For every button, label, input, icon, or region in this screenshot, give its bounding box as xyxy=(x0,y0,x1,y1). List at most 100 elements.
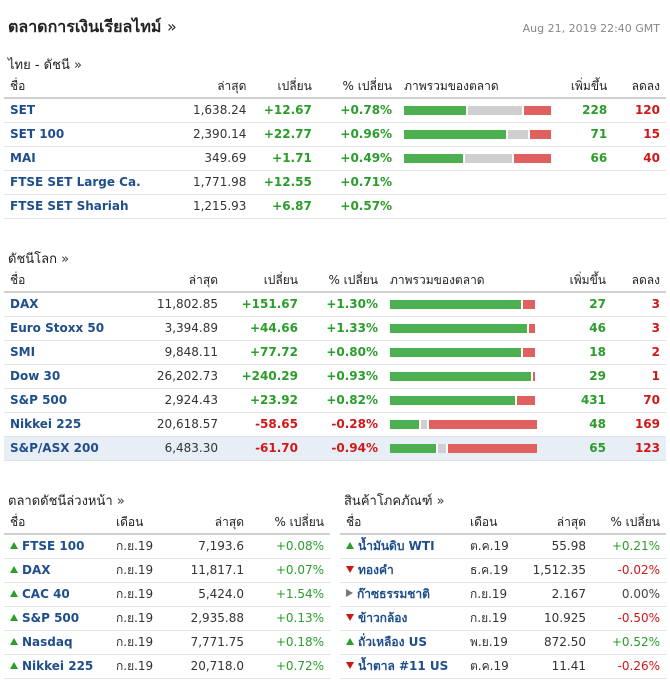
last-price: 872.50 xyxy=(522,630,592,655)
table-row[interactable]: SET 100 2,390.14 +22.77 +0.96% 71 15 xyxy=(4,122,666,147)
pct-change-value: -0.26% xyxy=(592,654,666,679)
decline-segment xyxy=(516,395,535,405)
timestamp: Aug 21, 2019 22:40 GMT xyxy=(522,22,660,35)
bar-gap xyxy=(419,419,422,429)
index-name-link[interactable]: FTSE SET Large Ca. xyxy=(4,170,147,195)
pct-change-value: -0.50% xyxy=(592,606,666,631)
table-row[interactable]: ทองคำ ธ.ค.19 1,512.35 -0.02% xyxy=(340,558,666,583)
instrument-name-link[interactable]: ข้าวกล้อง xyxy=(340,606,464,631)
unchanged-segment xyxy=(421,419,428,429)
instrument-name-link[interactable]: CAC 40 xyxy=(4,582,110,607)
col-pct-change: % เปลี่ยน xyxy=(304,270,384,293)
advances-count: 65 xyxy=(550,436,612,461)
table-row[interactable]: Nikkei 225 ก.ย.19 20,718.0 +0.72% xyxy=(4,654,330,679)
index-name-link[interactable]: Nikkei 225 xyxy=(4,412,114,437)
index-name-link[interactable]: DAX xyxy=(4,292,114,317)
change-value: +22.77 xyxy=(252,122,318,147)
instrument-name-link[interactable]: ทองคำ xyxy=(340,558,464,583)
page-title-text: ตลาดการเงินเรียลไทม์ xyxy=(8,17,162,36)
last-price: 1,215.93 xyxy=(146,194,253,219)
arrow-up-icon xyxy=(10,662,18,669)
page-title[interactable]: ตลาดการเงินเรียลไทม์ » xyxy=(8,15,177,40)
col-name: ชื่อ xyxy=(4,270,114,293)
arrow-up-icon xyxy=(10,542,18,550)
table-row[interactable]: Dow 30 26,202.73 +240.29 +0.93% 29 1 xyxy=(4,364,666,389)
index-name-link[interactable]: MAI xyxy=(4,146,147,171)
pct-change-value: +0.08% xyxy=(250,534,330,559)
instrument-name-link[interactable]: น้ำตาล #11 US xyxy=(340,654,464,679)
table-row[interactable]: FTSE SET Large Ca. 1,771.98 +12.55 +0.71% xyxy=(4,170,666,195)
table-row[interactable]: MAI 349.69 +1.71 +0.49% 66 40 xyxy=(4,146,666,171)
bar-gap xyxy=(528,129,531,139)
pct-change-value: +0.52% xyxy=(592,630,666,655)
col-last: ล่าสุด xyxy=(114,270,224,293)
index-name-link[interactable]: S&P 500 xyxy=(4,388,114,413)
table-row[interactable]: ถั่วเหลือง US พ.ย.19 872.50 +0.52% xyxy=(340,630,666,655)
table-row[interactable]: Nikkei 225 20,618.57 -58.65 -0.28% 48 169 xyxy=(4,412,666,437)
table-row[interactable]: Nasdaq ก.ย.19 7,771.75 +0.18% xyxy=(4,630,330,655)
table-row[interactable]: S&P/ASX 200 6,483.30 -61.70 -0.94% 65 123 xyxy=(4,436,666,461)
table-row[interactable]: FTSE 100 ก.ย.19 7,193.6 +0.08% xyxy=(4,534,330,559)
world-section-title[interactable]: ดัชนีโลก » xyxy=(8,248,69,269)
change-value: +6.87 xyxy=(252,194,318,219)
instrument-name-link[interactable]: ถั่วเหลือง US xyxy=(340,630,464,655)
contract-month: ก.ย.19 xyxy=(464,606,522,631)
instrument-name: น้ำตาล #11 US xyxy=(358,658,449,673)
advance-segment xyxy=(404,105,466,115)
declines-count: 1 xyxy=(612,364,666,389)
arrow-down-icon xyxy=(346,661,354,669)
table-row[interactable]: ก๊าซธรรมชาติ ก.ย.19 2.167 0.00% xyxy=(340,582,666,607)
thai-table-header: ชื่อ ล่าสุด เปลี่ยน % เปลี่ยน ภาพรวมของต… xyxy=(4,76,666,99)
arrow-right-icon xyxy=(346,589,353,597)
table-row[interactable]: SET 1,638.24 +12.67 +0.78% 228 120 xyxy=(4,98,666,123)
index-name-link[interactable]: SET xyxy=(4,98,147,123)
table-row[interactable]: น้ำตาล #11 US ต.ค.19 11.41 -0.26% xyxy=(340,654,666,679)
bar-gap xyxy=(531,371,534,381)
table-row[interactable]: DAX 11,802.85 +151.67 +1.30% 27 3 xyxy=(4,292,666,317)
table-row[interactable]: SMI 9,848.11 +77.72 +0.80% 18 2 xyxy=(4,340,666,365)
thai-section-title[interactable]: ไทย - ดัชนี » xyxy=(8,54,82,75)
table-row[interactable]: น้ำมันดิบ WTI ต.ค.19 55.98 +0.21% xyxy=(340,534,666,559)
index-name-link[interactable]: SET 100 xyxy=(4,122,147,147)
col-last: ล่าสุด xyxy=(146,76,253,99)
advances-count xyxy=(557,194,614,219)
index-name-link[interactable]: Dow 30 xyxy=(4,364,114,389)
instrument-name-link[interactable]: DAX xyxy=(4,558,110,583)
pct-change-value: +1.54% xyxy=(250,582,330,607)
market-overview-cell xyxy=(398,122,558,147)
table-row[interactable]: S&P 500 ก.ย.19 2,935.88 +0.13% xyxy=(4,606,330,631)
instrument-name-link[interactable]: ก๊าซธรรมชาติ xyxy=(340,582,464,607)
index-name-link[interactable]: FTSE SET Shariah xyxy=(4,194,147,219)
table-row[interactable]: S&P 500 2,924.43 +23.92 +0.82% 431 70 xyxy=(4,388,666,413)
contract-month: ก.ย.19 xyxy=(110,654,174,679)
col-pct-change: % เปลี่ยน xyxy=(592,512,666,535)
table-row[interactable]: FTSE SET Shariah 1,215.93 +6.87 +0.57% xyxy=(4,194,666,219)
bar-gap xyxy=(462,153,465,163)
pct-change-value: +0.71% xyxy=(317,170,399,195)
instrument-name-link[interactable]: น้ำมันดิบ WTI xyxy=(340,534,464,559)
index-name-link[interactable]: SMI xyxy=(4,340,114,365)
table-row[interactable]: ข้าวกล้อง ก.ย.19 10.925 -0.50% xyxy=(340,606,666,631)
instrument-name-link[interactable]: Nasdaq xyxy=(4,630,110,655)
table-row[interactable]: CAC 40 ก.ย.19 5,424.0 +1.54% xyxy=(4,582,330,607)
commodities-section-title[interactable]: สินค้าโภคภัณฑ์ » xyxy=(344,490,445,511)
bar-gap xyxy=(465,105,468,115)
col-advances: เพิ่มขึ้น xyxy=(557,76,614,99)
table-row[interactable]: DAX ก.ย.19 11,817.1 +0.07% xyxy=(4,558,330,583)
market-overview-bar xyxy=(404,129,552,139)
change-value: +12.55 xyxy=(252,170,318,195)
decline-segment xyxy=(530,129,552,139)
advance-segment xyxy=(390,371,532,381)
declines-count: 120 xyxy=(613,98,666,123)
declines-count: 2 xyxy=(612,340,666,365)
pct-change-value: +0.57% xyxy=(317,194,399,219)
table-row[interactable]: Euro Stoxx 50 3,394.89 +44.66 +1.33% 46 3 xyxy=(4,316,666,341)
index-name-link[interactable]: Euro Stoxx 50 xyxy=(4,316,114,341)
advance-segment xyxy=(390,443,436,453)
futures-section-title[interactable]: ตลาดดัชนีล่วงหน้า » xyxy=(8,490,125,511)
contract-month: ก.ย.19 xyxy=(110,582,174,607)
index-name-link[interactable]: S&P/ASX 200 xyxy=(4,436,114,461)
instrument-name-link[interactable]: Nikkei 225 xyxy=(4,654,110,679)
instrument-name-link[interactable]: FTSE 100 xyxy=(4,534,110,559)
instrument-name-link[interactable]: S&P 500 xyxy=(4,606,110,631)
